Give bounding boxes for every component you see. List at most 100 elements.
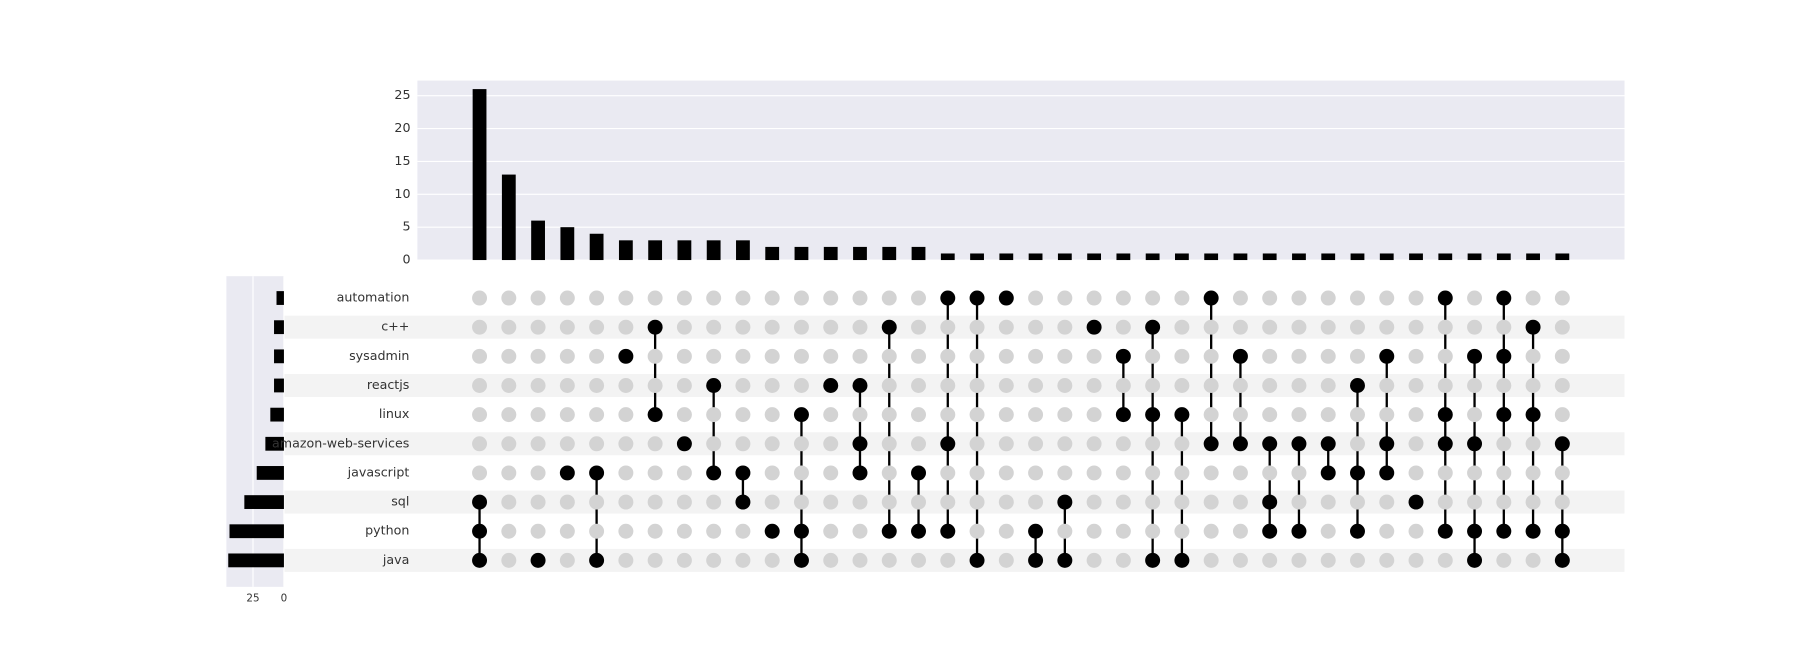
matrix-dot <box>1057 407 1073 423</box>
matrix-dot <box>1379 319 1395 335</box>
bar <box>1438 253 1453 261</box>
matrix-dot <box>501 552 517 568</box>
matrix-dot <box>823 348 839 364</box>
matrix-dot <box>793 378 809 393</box>
matrix-dot <box>940 348 956 364</box>
matrix-dot <box>1525 378 1541 393</box>
matrix-dot <box>1379 523 1395 539</box>
matrix-dot <box>1408 465 1424 481</box>
matrix-dot <box>911 319 926 335</box>
matrix-dot <box>530 523 546 539</box>
matrix-dot <box>1262 378 1278 393</box>
matrix-dot <box>1437 465 1453 481</box>
matrix-dot <box>1496 348 1512 364</box>
matrix-dot <box>1554 348 1570 364</box>
matrix-dot <box>1350 465 1365 481</box>
matrix-dot <box>1467 552 1483 568</box>
matrix-dot <box>940 378 956 393</box>
bar <box>1526 253 1540 261</box>
matrix-dot <box>501 407 517 423</box>
matrix-dot <box>1086 319 1102 335</box>
matrix-dot <box>1350 378 1365 393</box>
matrix-dot <box>764 378 780 393</box>
matrix-dot <box>1115 407 1131 423</box>
matrix-dot <box>676 290 692 306</box>
matrix-dot <box>881 378 897 393</box>
set-bar <box>274 320 284 335</box>
matrix-dot <box>911 552 926 568</box>
matrix-dot <box>501 319 517 335</box>
matrix-dot <box>852 436 868 452</box>
matrix-dot <box>676 436 692 452</box>
matrix-dot <box>1028 523 1044 539</box>
bar <box>765 246 780 261</box>
matrix-dot <box>1174 436 1190 452</box>
matrix-dot <box>1291 407 1307 423</box>
matrix-dot <box>618 348 634 364</box>
set-label: sysadmin <box>349 348 409 363</box>
matrix-dot <box>589 319 605 335</box>
set-bar <box>265 436 284 451</box>
bar <box>940 253 955 261</box>
set-bar <box>228 553 284 568</box>
matrix-dot <box>735 465 751 481</box>
bar <box>794 246 809 261</box>
matrix-dot <box>472 494 488 510</box>
set-label: reactjs <box>367 377 409 392</box>
matrix-dot <box>1115 494 1131 510</box>
matrix-dot <box>1467 407 1483 423</box>
matrix-dot <box>1554 552 1570 568</box>
matrix-dot <box>559 494 575 510</box>
matrix-dot <box>1057 290 1073 306</box>
matrix-dot <box>1145 523 1161 539</box>
matrix-dot <box>1320 436 1336 452</box>
bar <box>911 246 926 261</box>
matrix-dot <box>1350 319 1365 335</box>
matrix-dot <box>1525 319 1541 335</box>
matrix-dot <box>1057 465 1073 481</box>
matrix-dot <box>764 552 780 568</box>
matrix-dot <box>823 552 839 568</box>
set-label: amazon-web-services <box>272 435 409 450</box>
matrix-dot <box>1145 407 1161 423</box>
bar <box>1204 253 1219 261</box>
matrix-dot <box>1467 290 1483 306</box>
matrix-dot <box>1145 465 1161 481</box>
matrix-dot <box>881 465 897 481</box>
matrix-dot <box>501 523 517 539</box>
matrix-dot <box>647 319 663 335</box>
matrix-dot <box>940 407 956 423</box>
matrix-dot <box>1262 523 1278 539</box>
plot-background <box>417 80 1625 261</box>
matrix-dot <box>1437 494 1453 510</box>
matrix-dot <box>1379 348 1395 364</box>
x-tick-label: 0 <box>281 592 288 604</box>
bar <box>1174 253 1189 261</box>
matrix-dot <box>1028 494 1044 510</box>
matrix-dot <box>1350 348 1365 364</box>
matrix-dot <box>1379 494 1395 510</box>
matrix-dot <box>530 290 546 306</box>
matrix-dot <box>823 523 839 539</box>
matrix-dot <box>589 436 605 452</box>
matrix-dot <box>1028 552 1044 568</box>
matrix-dot <box>1525 523 1541 539</box>
matrix-dot <box>1145 552 1161 568</box>
matrix-dot <box>1437 348 1453 364</box>
matrix-dot <box>823 378 839 393</box>
matrix-dot <box>1554 378 1570 393</box>
matrix-dot <box>589 407 605 423</box>
matrix-dot <box>1554 494 1570 510</box>
matrix-dot <box>823 465 839 481</box>
matrix-dot <box>969 348 985 364</box>
bar <box>1321 253 1336 261</box>
bar <box>999 253 1014 261</box>
matrix-dot <box>998 465 1014 481</box>
matrix-dot <box>911 290 926 306</box>
matrix-dot <box>1262 552 1278 568</box>
set-bar <box>244 495 284 509</box>
matrix-dot <box>676 348 692 364</box>
matrix-dot <box>706 494 722 510</box>
matrix-dot <box>1174 290 1190 306</box>
